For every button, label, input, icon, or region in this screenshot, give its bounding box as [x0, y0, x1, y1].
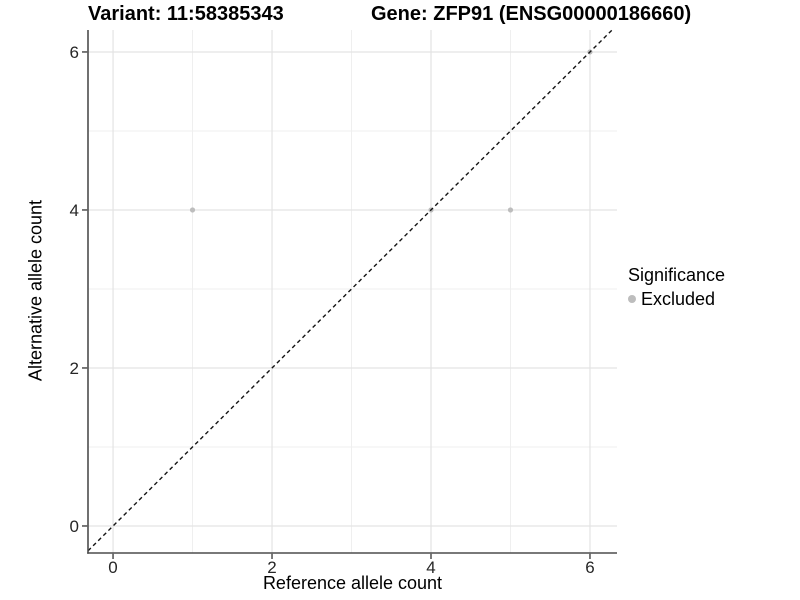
- x-axis-title: Reference allele count: [262, 573, 443, 593]
- excluded-point-swatch: [628, 295, 636, 303]
- x-tick-label: 6: [585, 558, 594, 577]
- legend-item-excluded: Excluded: [628, 289, 725, 309]
- x-tick-label: 4: [426, 558, 435, 577]
- data-point: [189, 207, 196, 213]
- y-tick-label: 6: [70, 43, 79, 62]
- data-point: [507, 207, 514, 213]
- y-tick-label: 0: [70, 517, 79, 536]
- y-tick-label: 4: [70, 201, 79, 220]
- x-tick-label: 0: [108, 558, 117, 577]
- y-tick-label: 2: [70, 359, 79, 378]
- x-tick-label: 2: [267, 558, 276, 577]
- legend: Significance Excluded: [628, 264, 725, 309]
- identity-reference-line: [87, 29, 613, 552]
- y-axis-title: Alternative allele count: [25, 199, 46, 382]
- legend-title: Significance: [628, 265, 726, 285]
- plot-title-gene: Gene: ZFP91 (ENSG00000186660): [371, 3, 692, 25]
- legend-item-label: Excluded: [641, 289, 716, 309]
- plot-title-variant: Variant: 11:58385343: [88, 3, 284, 25]
